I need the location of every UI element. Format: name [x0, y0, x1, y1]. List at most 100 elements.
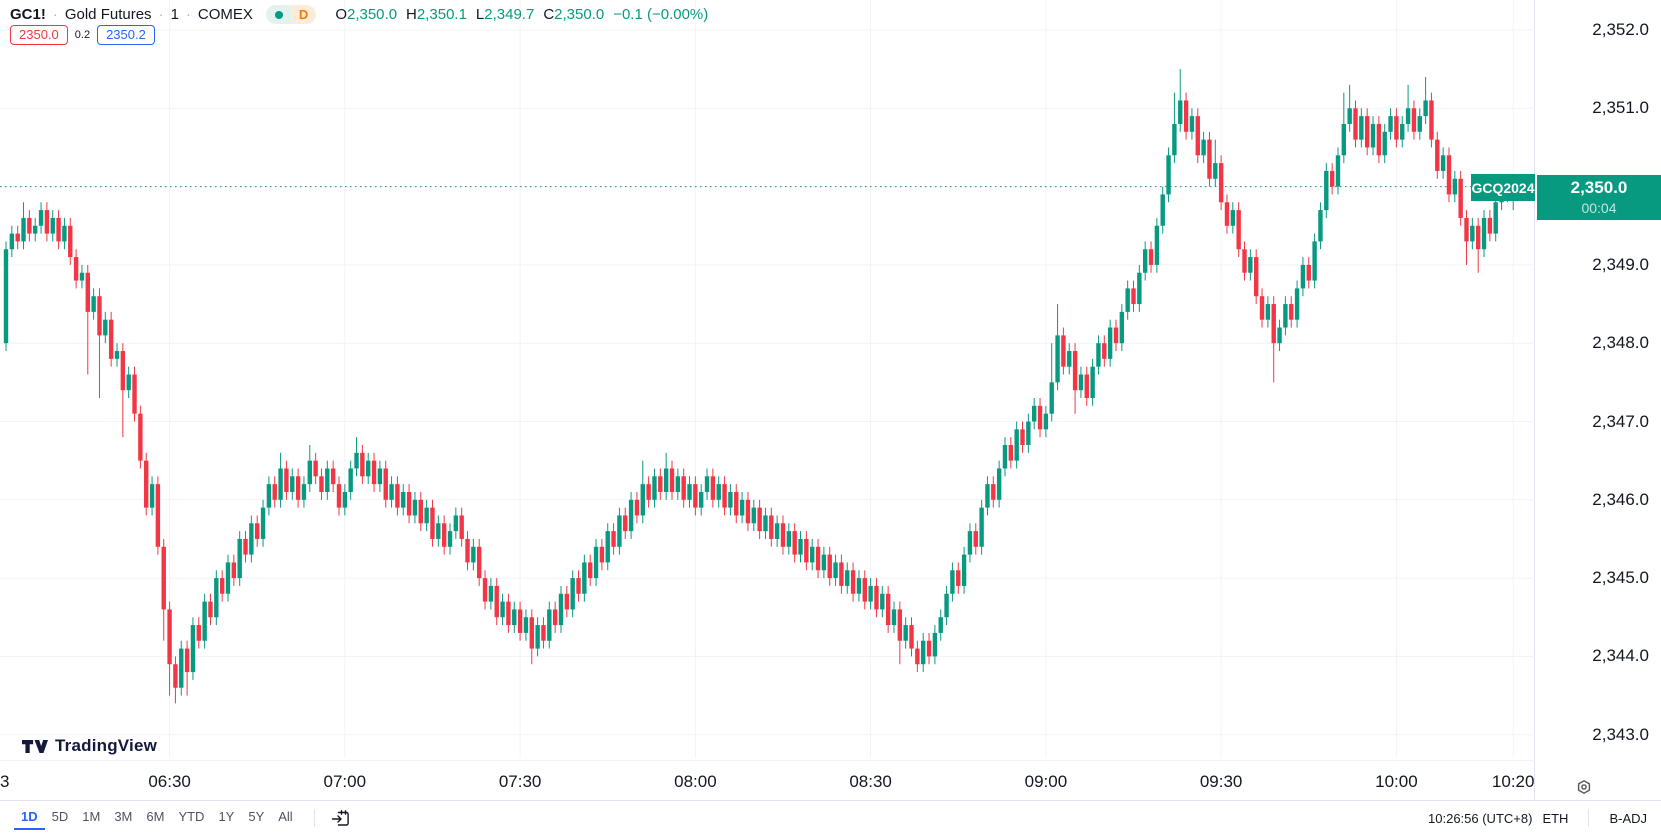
- range-button-5y[interactable]: 5Y: [241, 806, 271, 830]
- candle-body: [424, 507, 429, 524]
- candle-body: [1464, 217, 1469, 242]
- candle-body: [874, 585, 879, 610]
- candle-body: [839, 562, 844, 586]
- candle-body: [383, 468, 388, 500]
- candle-body: [354, 452, 359, 469]
- candle-body: [1148, 249, 1154, 265]
- delayed-data-badge[interactable]: D: [290, 5, 317, 24]
- candle-body: [956, 570, 961, 586]
- current-price-value: 2,350.0: [1570, 177, 1628, 197]
- candle-body: [576, 578, 581, 594]
- range-button-all[interactable]: All: [271, 806, 299, 830]
- low-label: L: [475, 6, 485, 23]
- bid-button[interactable]: 2350.0: [10, 25, 68, 45]
- range-button-1d[interactable]: 1D: [14, 806, 45, 830]
- range-button-1y[interactable]: 1Y: [211, 806, 241, 830]
- go-to-date-icon[interactable]: [329, 807, 352, 830]
- candle-body: [1429, 100, 1434, 140]
- tradingview-logo-icon: [22, 739, 48, 753]
- candle-body: [1487, 217, 1493, 234]
- chart-area[interactable]: GC1! · Gold Futures · 1 · COMEX D O2,350…: [0, 0, 1535, 800]
- candle-body: [330, 468, 336, 485]
- candle-body: [1335, 155, 1341, 187]
- candle-body: [1376, 123, 1382, 156]
- candle-body: [640, 484, 645, 516]
- candle-body: [15, 233, 20, 242]
- candle-body: [38, 210, 44, 226]
- time-axis[interactable]: 3 06:30 07:00 07:30 08:00 08:30 09:00 09:30 10:…: [0, 760, 1535, 800]
- candle-body: [319, 476, 324, 492]
- candle-body: [418, 499, 423, 524]
- candle-body: [821, 554, 827, 571]
- spread-value: 0.2: [74, 29, 91, 41]
- candle-body: [1259, 296, 1265, 320]
- exchange-label[interactable]: COMEX: [197, 6, 253, 23]
- candle-body: [547, 609, 552, 641]
- candle-body: [1312, 241, 1317, 281]
- candle-body: [909, 625, 914, 649]
- candle-body: [1289, 304, 1294, 320]
- candle-body: [1248, 257, 1253, 273]
- candle-body: [885, 593, 891, 626]
- range-button-1m[interactable]: 1M: [75, 806, 107, 830]
- gear-icon[interactable]: [1576, 779, 1592, 795]
- candle-body: [1242, 249, 1247, 273]
- candle-body: [348, 468, 353, 492]
- legend-separator: ·: [158, 6, 164, 23]
- candle-body: [1207, 139, 1212, 179]
- symbol-name[interactable]: GC1!: [10, 6, 46, 23]
- time-tick: 10:00: [1375, 772, 1418, 791]
- candle-body: [243, 538, 248, 555]
- adjustment-badj-button[interactable]: B-ADJ: [1609, 810, 1647, 826]
- candle-body: [582, 562, 587, 594]
- candle-body: [453, 515, 459, 532]
- range-button-ytd[interactable]: YTD: [171, 806, 211, 830]
- candle-body: [85, 272, 90, 312]
- candlestick-chart-canvas[interactable]: [0, 0, 1535, 758]
- candle-body: [260, 507, 266, 539]
- candle-body: [231, 562, 237, 579]
- candle-body: [73, 257, 79, 281]
- session-eth-button[interactable]: ETH: [1542, 810, 1569, 826]
- candle-body: [208, 601, 213, 618]
- candle-body: [1078, 374, 1084, 391]
- candle-body: [792, 531, 797, 555]
- clock-utc[interactable]: 10:26:56 (UTC+8): [1428, 810, 1533, 826]
- candle-body: [1423, 100, 1428, 117]
- candle-body: [739, 499, 745, 516]
- candle-body: [880, 593, 885, 610]
- candle-body: [436, 523, 441, 539]
- candle-body: [944, 593, 949, 618]
- candle-body: [1061, 335, 1066, 367]
- candle-body: [430, 507, 435, 539]
- candle-body: [1364, 116, 1370, 148]
- tradingview-logo[interactable]: TradingView: [22, 736, 157, 756]
- candle-body: [1271, 304, 1276, 344]
- candle-body: [1189, 116, 1195, 132]
- candle-body: [1382, 131, 1387, 156]
- range-button-3m[interactable]: 3M: [107, 806, 139, 830]
- symbol-legend: GC1! · Gold Futures · 1 · COMEX D O2,350…: [10, 5, 708, 24]
- candle-body: [938, 617, 943, 633]
- candle-body: [605, 531, 610, 563]
- ohlc-values: O2,350.0 H2,350.1 L2,349.7 C2,350.0 −0.1…: [335, 6, 708, 23]
- candle-body: [1183, 100, 1189, 132]
- price-axis[interactable]: 2,352.0 2,351.0 2,350.0 2,349.0 2,348.0 2,347…: [1536, 0, 1661, 800]
- candle-body: [1072, 351, 1078, 391]
- candle-body: [1294, 288, 1300, 320]
- candle-body: [728, 491, 733, 508]
- symbol-description[interactable]: Gold Futures: [64, 6, 152, 23]
- candle-body: [155, 484, 161, 547]
- ask-button[interactable]: 2350.2: [97, 25, 155, 45]
- range-button-6m[interactable]: 6M: [139, 806, 171, 830]
- candle-body: [1329, 170, 1335, 187]
- candle-body: [62, 225, 67, 242]
- interval-label[interactable]: 1: [170, 6, 179, 23]
- candle-body: [1411, 108, 1417, 132]
- candle-body: [552, 609, 558, 626]
- candle-body: [687, 484, 692, 500]
- market-status-pill[interactable]: D: [265, 5, 317, 24]
- range-button-5d[interactable]: 5D: [45, 806, 76, 830]
- time-tick: 10:20: [1491, 772, 1535, 791]
